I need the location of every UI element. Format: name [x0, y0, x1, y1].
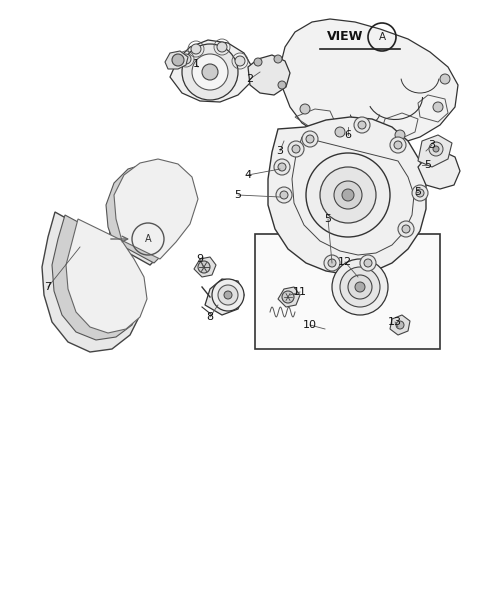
Circle shape — [202, 64, 218, 80]
Circle shape — [412, 185, 428, 201]
Circle shape — [360, 255, 376, 271]
Text: 5: 5 — [324, 214, 332, 224]
Text: 5: 5 — [415, 187, 421, 197]
Circle shape — [288, 141, 304, 157]
Circle shape — [433, 146, 439, 152]
Circle shape — [358, 121, 366, 129]
Polygon shape — [280, 19, 458, 147]
Circle shape — [348, 275, 372, 299]
Circle shape — [334, 181, 362, 209]
Text: 4: 4 — [244, 170, 252, 180]
Text: 6: 6 — [345, 130, 351, 140]
Text: 8: 8 — [206, 312, 214, 322]
Circle shape — [181, 54, 191, 64]
Polygon shape — [165, 51, 188, 69]
Circle shape — [342, 189, 354, 201]
Circle shape — [355, 282, 365, 292]
Circle shape — [198, 261, 210, 273]
Circle shape — [340, 267, 380, 307]
Text: 5: 5 — [424, 160, 432, 170]
Polygon shape — [42, 169, 188, 352]
Circle shape — [433, 102, 443, 112]
Text: A: A — [144, 234, 151, 244]
Text: 3: 3 — [429, 140, 435, 150]
Circle shape — [440, 74, 450, 84]
Circle shape — [394, 141, 402, 149]
Text: 10: 10 — [303, 320, 317, 330]
Polygon shape — [418, 151, 460, 189]
Circle shape — [300, 104, 310, 114]
Circle shape — [395, 130, 405, 140]
Circle shape — [274, 159, 290, 175]
Circle shape — [320, 167, 376, 223]
Circle shape — [332, 259, 388, 315]
Polygon shape — [418, 135, 452, 167]
Circle shape — [306, 153, 390, 237]
Text: 2: 2 — [246, 74, 253, 84]
Text: 13: 13 — [388, 317, 402, 327]
Circle shape — [396, 321, 404, 329]
Circle shape — [217, 42, 227, 52]
Text: 3: 3 — [276, 146, 284, 156]
Circle shape — [274, 55, 282, 63]
Circle shape — [328, 259, 336, 267]
Circle shape — [302, 131, 318, 147]
Polygon shape — [390, 315, 410, 335]
Circle shape — [390, 137, 406, 153]
Text: VIEW: VIEW — [327, 30, 363, 44]
Bar — [255, 234, 440, 349]
Circle shape — [182, 44, 238, 100]
Text: 12: 12 — [338, 257, 352, 267]
Circle shape — [278, 81, 286, 89]
Circle shape — [280, 191, 288, 199]
Circle shape — [402, 225, 410, 233]
Polygon shape — [170, 40, 252, 102]
Polygon shape — [248, 55, 290, 95]
Polygon shape — [52, 163, 192, 340]
Circle shape — [276, 187, 292, 203]
Polygon shape — [66, 159, 198, 333]
Circle shape — [282, 291, 294, 303]
Circle shape — [218, 285, 238, 305]
Polygon shape — [268, 117, 426, 275]
Polygon shape — [205, 279, 244, 315]
Text: A: A — [378, 32, 385, 42]
Text: 11: 11 — [293, 287, 307, 297]
Circle shape — [335, 127, 345, 137]
Circle shape — [354, 117, 370, 133]
Polygon shape — [194, 257, 216, 277]
Circle shape — [429, 142, 443, 156]
Circle shape — [278, 163, 286, 171]
Circle shape — [324, 255, 340, 271]
Circle shape — [224, 291, 232, 299]
Circle shape — [172, 54, 184, 66]
Circle shape — [192, 54, 228, 90]
Circle shape — [235, 56, 245, 66]
Circle shape — [254, 58, 262, 66]
Circle shape — [191, 44, 201, 54]
Text: 9: 9 — [196, 254, 204, 264]
Circle shape — [306, 135, 314, 143]
Text: 1: 1 — [192, 59, 200, 69]
Polygon shape — [278, 287, 300, 307]
Circle shape — [364, 259, 372, 267]
Text: 7: 7 — [45, 282, 51, 292]
Circle shape — [212, 279, 244, 311]
Text: 5: 5 — [235, 190, 241, 200]
Circle shape — [398, 221, 414, 237]
Circle shape — [292, 145, 300, 153]
Circle shape — [416, 189, 424, 197]
